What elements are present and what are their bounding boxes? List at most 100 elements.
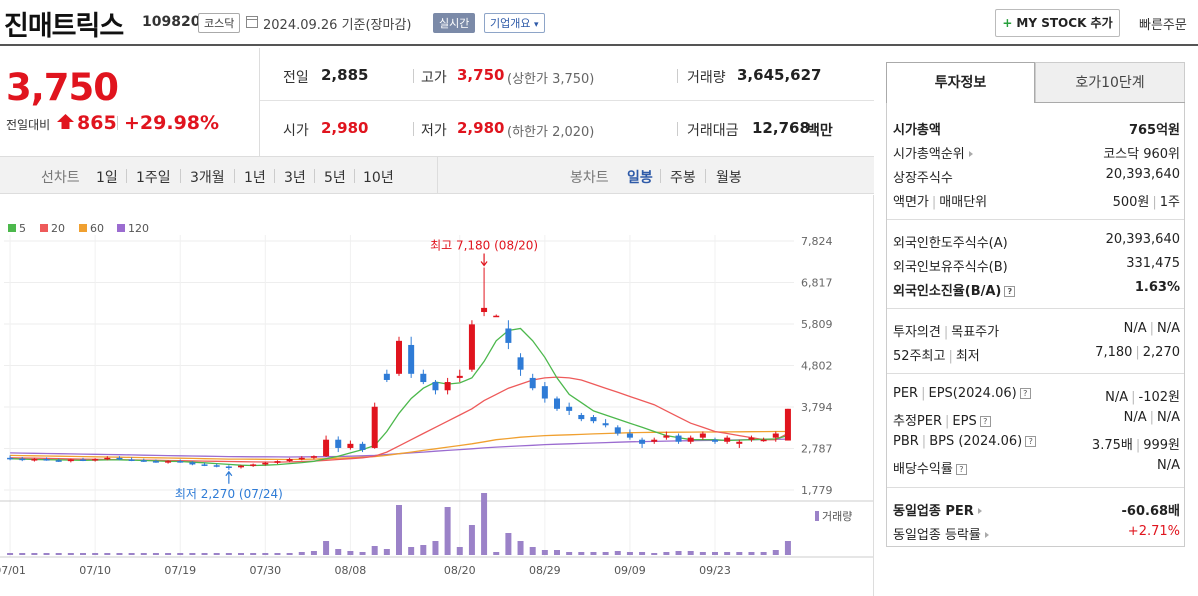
row-face-value: 액면가 | 매매단위 500원 | 1주 (893, 195, 1180, 210)
candle-body (590, 417, 597, 422)
quick-order-button[interactable]: 빠른주문 (1139, 18, 1187, 33)
prev-close-value: 2,885 (321, 66, 369, 84)
candle-body (104, 457, 111, 460)
candle-body (626, 433, 633, 438)
candle-body (663, 435, 670, 438)
market-cap-rank-value: 코스닥 960위 (1103, 147, 1180, 162)
add-mystock-button[interactable]: + MY STOCK 추가 (995, 9, 1120, 37)
help-icon[interactable]: ? (955, 464, 967, 475)
52week-low-label: 최저 (955, 349, 980, 364)
divider (354, 169, 355, 183)
opinion-value: N/A (1123, 321, 1147, 336)
tab-3y[interactable]: 3년 (284, 170, 306, 186)
volume-bar (19, 553, 26, 555)
row-industry-per[interactable]: 동일업종 PER -60.68배 (893, 500, 1180, 520)
chevron-down-icon: ▾ (533, 20, 539, 30)
company-name: 진매트릭스 (4, 11, 124, 42)
tab-daily[interactable]: 일봉 (627, 170, 653, 186)
bps-label: BPS (2024.06) (929, 434, 1023, 449)
tab-3m[interactable]: 3개월 (190, 170, 225, 186)
candle-body (651, 439, 658, 442)
row-opinion: 투자의견 | 목표주가 N/A | N/A (893, 321, 1180, 340)
legend-label: 120 (128, 222, 149, 235)
volume-bar (420, 545, 427, 555)
row-pbr-bps: PBR | BPS (2024.06)? 3.75배 | 999원 (893, 434, 1180, 453)
tab-weekly[interactable]: 주봉 (670, 170, 696, 186)
candle-body (250, 464, 257, 466)
divider (126, 169, 127, 183)
help-icon[interactable]: ? (1025, 436, 1037, 447)
divider (677, 69, 678, 83)
realtime-button[interactable]: 실시간 (433, 13, 476, 33)
legend-ma5: 5 (8, 222, 26, 235)
volume-bar (140, 553, 147, 555)
volume-bar (493, 552, 500, 555)
plus-icon: + (1002, 16, 1013, 30)
foreign-hold-label: 외국인보유주식수(B) (893, 260, 1008, 275)
tab-invest-info[interactable]: 투자정보 (886, 62, 1035, 103)
52week-low-value: 2,270 (1142, 345, 1180, 360)
est-eps-value: N/A (1157, 410, 1180, 425)
divider (260, 100, 874, 101)
help-icon[interactable]: ? (979, 416, 991, 427)
help-icon[interactable]: ? (1019, 388, 1031, 399)
x-tick-label: 09/09 (614, 564, 646, 577)
divider (274, 169, 275, 183)
volume-bar (128, 553, 135, 555)
target-price-label: 목표주가 (951, 325, 1000, 340)
volume-legend-swatch (815, 511, 819, 521)
price-chart[interactable]: 5 20 60 120 거래량 7,824 6,817 5,809 4,802 3,79… (0, 195, 874, 596)
candle-body (213, 465, 220, 467)
row-market-cap-rank[interactable]: 시가총액순위 코스닥 960위 (893, 143, 1180, 163)
candle-body (396, 340, 402, 374)
row-industry-rate[interactable]: 동일업종 등락률 +2.71% (893, 524, 1180, 544)
change-amount: 865 (77, 112, 117, 134)
divider (887, 487, 1184, 488)
divider (413, 69, 414, 83)
candle-body (639, 439, 646, 444)
candle-body (578, 414, 585, 420)
tab-1w[interactable]: 1주일 (136, 170, 171, 186)
volume-legend-label: 거래량 (822, 510, 852, 523)
x-tick-label: 07/01 (0, 564, 26, 577)
candle-body (784, 408, 791, 441)
tab-1d[interactable]: 1일 (96, 170, 118, 186)
industry-per-label: 동일업종 PER (893, 504, 974, 519)
volume-bar (541, 550, 548, 555)
arrow-up-icon (225, 470, 233, 484)
help-icon[interactable]: ? (1004, 286, 1016, 297)
volume-bar (712, 552, 718, 555)
max-price-annotation: 최고 7,180 (08/20) (430, 239, 538, 253)
divider (887, 373, 1184, 374)
volume-bar (614, 551, 621, 555)
tab-monthly[interactable]: 월봉 (716, 170, 742, 186)
divider (180, 169, 181, 183)
company-info-dropdown[interactable]: 기업개요 ▾ (484, 13, 545, 33)
tab-5y[interactable]: 5년 (324, 170, 346, 186)
candle-body (323, 439, 330, 457)
stock-header: 진매트릭스 109820 코스닥 2024.09.26 기준(장마감) 실시간 … (0, 0, 1198, 46)
volume-bar (566, 552, 573, 555)
candle-body (298, 457, 305, 460)
candle-body (31, 459, 38, 461)
volume-bar (432, 541, 439, 555)
tab-10y[interactable]: 10년 (363, 170, 394, 186)
tab-1y[interactable]: 1년 (244, 170, 266, 186)
volume-bar (724, 552, 731, 555)
price-panel: 3,750 전일대비 865 +29.98% (0, 48, 260, 156)
candle-body (383, 373, 390, 380)
candle-body (274, 461, 281, 463)
candle-body (43, 459, 50, 461)
legend-label: 5 (19, 222, 26, 235)
divider (887, 219, 1184, 220)
company-info-label: 기업개요 (490, 17, 531, 30)
volume-bar (602, 552, 609, 555)
candle-body (687, 437, 694, 442)
foreign-rate-value: 1.63% (1134, 280, 1180, 295)
invest-info-panel: 투자정보 호가10단계 시가총액 765억원 시가총액순위 코스닥 960위 상… (874, 46, 1198, 596)
tab-orderbook[interactable]: 호가10단계 (1035, 62, 1185, 103)
per-value: N/A (1105, 390, 1129, 405)
volume-bar (80, 553, 86, 555)
volume-bar (626, 552, 633, 555)
eps-value: -102원 (1138, 390, 1180, 405)
